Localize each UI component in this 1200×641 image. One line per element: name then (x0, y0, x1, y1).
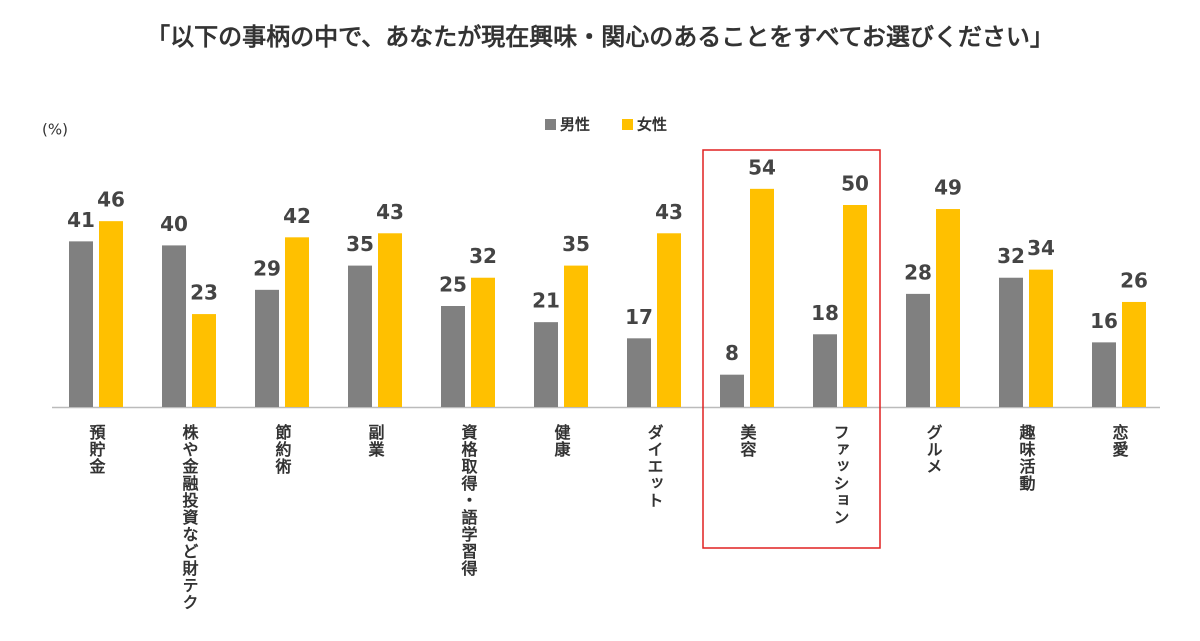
value-label: 28 (904, 260, 932, 284)
value-label: 25 (439, 273, 467, 297)
bar (906, 293, 930, 407)
highlight-box (702, 149, 881, 549)
legend-swatch (545, 119, 556, 130)
value-label: 41 (67, 208, 95, 232)
legend-label: 女性 (637, 116, 667, 134)
value-label: 40 (160, 212, 188, 236)
legend-label: 男性 (560, 116, 590, 134)
bar (69, 241, 93, 407)
value-label: 16 (1090, 309, 1118, 333)
value-label: 29 (253, 256, 281, 280)
bar (750, 188, 774, 407)
value-label: 18 (811, 301, 839, 325)
bar (441, 306, 465, 407)
x-tick-label: 預貯金 (87, 424, 107, 475)
x-tick-label: 趣味活動 (1017, 423, 1037, 492)
chart-title: 「以下の事柄の中で、あなたが現在興味・関心のあることをすべてお選びください」 (146, 23, 1054, 51)
bar (564, 265, 588, 407)
bar (192, 314, 216, 407)
value-label: 49 (934, 176, 962, 200)
x-tick-label: グルメ (924, 424, 943, 475)
x-tick-label: 節約術 (273, 423, 293, 475)
legend-swatch (622, 119, 633, 130)
bar (936, 209, 960, 407)
bar (657, 233, 681, 407)
x-tick-label: 副業 (366, 424, 386, 458)
x-tick-label: 恋愛 (1110, 423, 1129, 458)
x-tick-label: 資格取得・語学習得 (459, 423, 479, 577)
value-label: 42 (283, 204, 311, 228)
value-label: 32 (469, 244, 497, 268)
value-label: 35 (346, 232, 374, 256)
bar (378, 233, 402, 407)
value-label: 26 (1120, 268, 1148, 292)
bar (813, 334, 837, 407)
bar (627, 338, 651, 407)
bar (348, 265, 372, 407)
value-label: 32 (997, 244, 1025, 268)
value-label: 34 (1027, 236, 1055, 260)
bar (285, 237, 309, 407)
bar (1092, 342, 1116, 407)
y-label: (%) (42, 121, 68, 139)
bar (471, 277, 495, 407)
bar (1029, 269, 1053, 407)
x-tick-label: ファッション (831, 424, 850, 526)
x-tick-label: 美容 (738, 423, 758, 458)
bar (1122, 301, 1146, 407)
value-label: 50 (841, 172, 869, 196)
bar (843, 205, 867, 407)
x-tick-label: 株や金融投資など財テク (180, 423, 200, 611)
bar (720, 374, 744, 407)
value-label: 43 (655, 200, 683, 224)
bar (999, 277, 1023, 407)
bar (534, 322, 558, 407)
value-label: 54 (748, 155, 776, 179)
bar (255, 289, 279, 407)
x-tick-label: 健康 (552, 423, 571, 458)
value-label: 35 (562, 232, 590, 256)
value-label: 43 (376, 200, 404, 224)
value-label: 8 (725, 341, 739, 365)
bar (99, 221, 123, 407)
x-tick-label: ダイエット (645, 423, 664, 509)
bar (162, 245, 186, 407)
value-label: 21 (532, 289, 560, 313)
value-label: 23 (190, 281, 218, 305)
value-label: 46 (97, 188, 125, 212)
value-label: 17 (625, 305, 653, 329)
